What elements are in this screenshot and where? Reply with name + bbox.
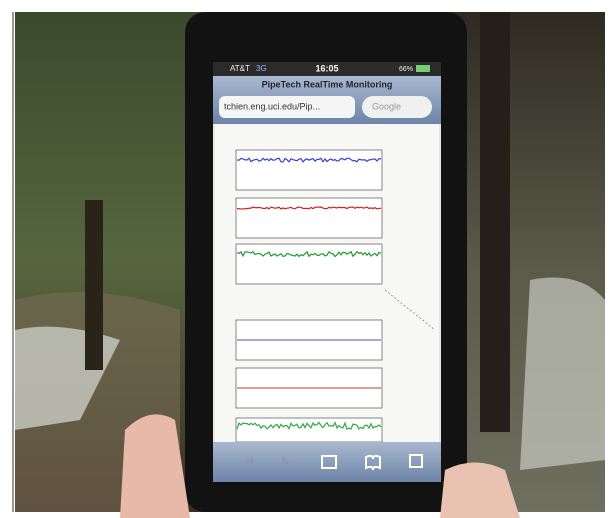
- plot-frame: [236, 244, 382, 284]
- photo: AT&T 3G 16:05 66% PipeTech RealTime Moni…: [0, 0, 611, 518]
- url: tchien.eng.uci.edu/Pip...: [224, 101, 320, 111]
- network: 3G: [256, 64, 267, 73]
- time: 16:05: [315, 63, 338, 73]
- battery-icon: [416, 65, 430, 72]
- tree-trunk: [480, 12, 510, 432]
- plot-frame: [236, 150, 382, 190]
- plot-frame: [236, 418, 382, 442]
- wall: [520, 278, 605, 471]
- page: AT&T 3G 16:05 66% PipeTech RealTime Moni…: [0, 0, 611, 518]
- plot-frame: [236, 198, 382, 238]
- carrier: AT&T: [230, 64, 250, 73]
- page-title: PipeTech RealTime Monitoring: [262, 79, 393, 89]
- search-placeholder: Google: [372, 101, 401, 111]
- battery: 66%: [399, 66, 413, 73]
- tree-trunk: [85, 200, 103, 370]
